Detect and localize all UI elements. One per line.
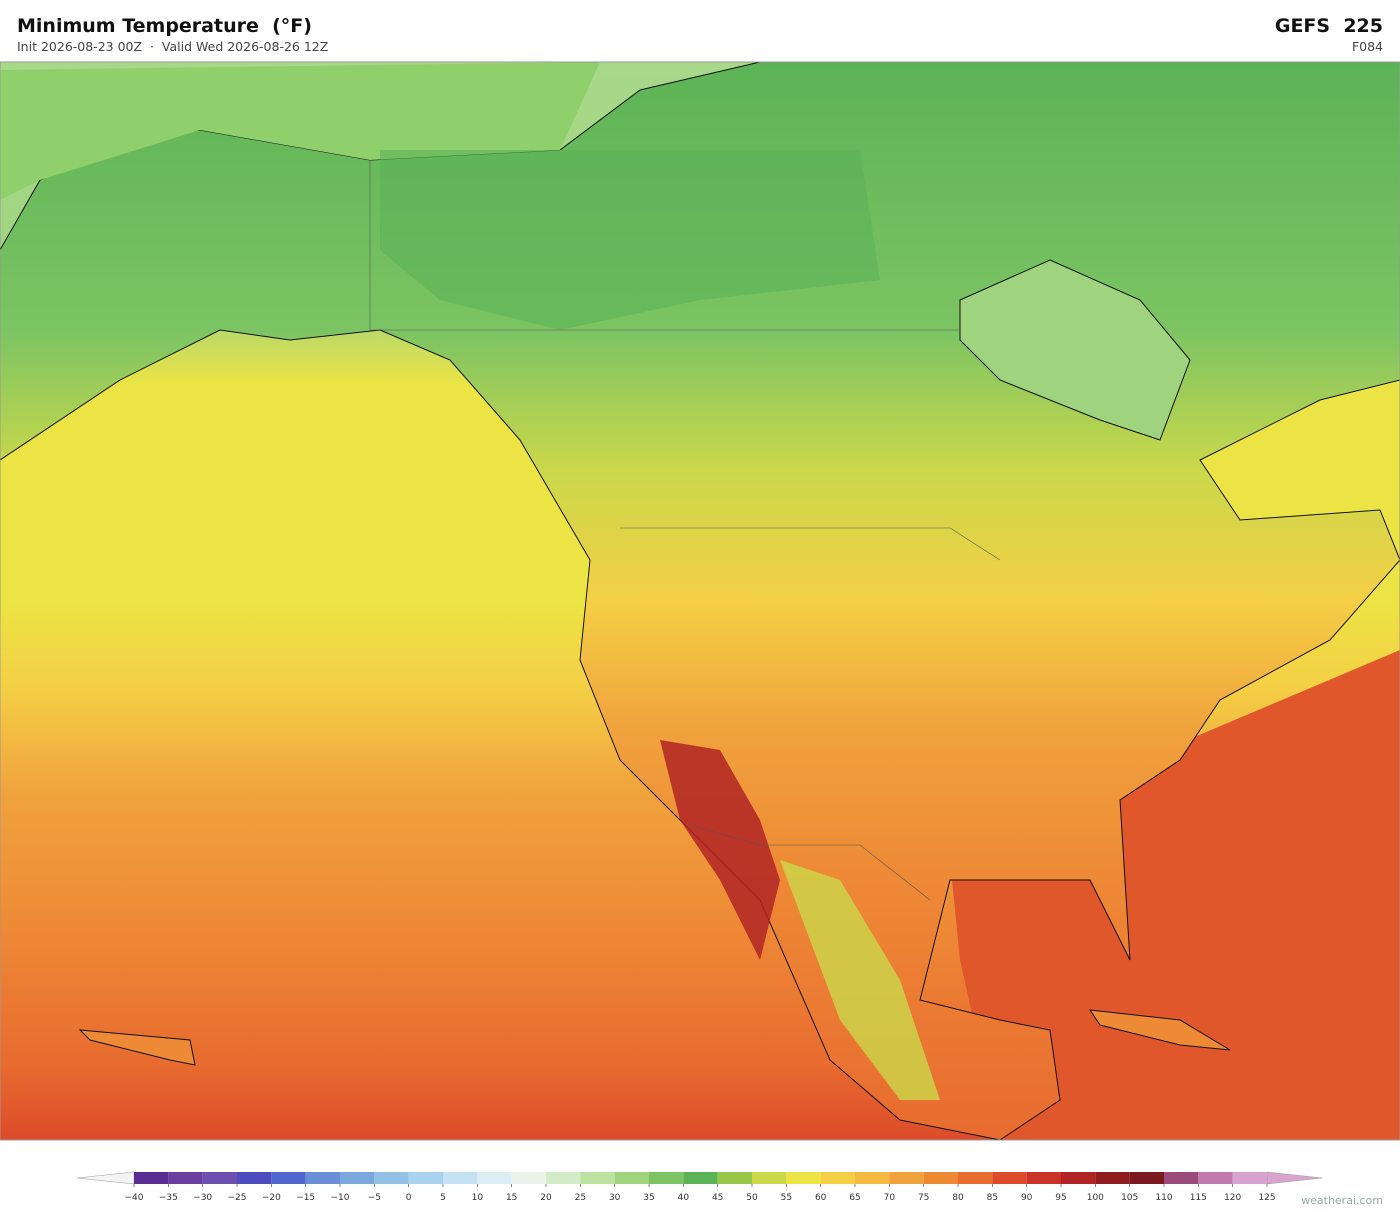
color-swatch [752, 1172, 787, 1184]
tick-label: 40 [678, 1193, 690, 1203]
color-swatch [134, 1172, 169, 1184]
color-swatch [305, 1172, 340, 1184]
color-swatch [1061, 1172, 1096, 1184]
color-swatch [1095, 1172, 1130, 1184]
color-swatch [168, 1172, 203, 1184]
tick-label: −15 [296, 1193, 315, 1203]
color-swatch [958, 1172, 993, 1184]
mexico-highlands [780, 860, 940, 1100]
color-swatch [340, 1172, 375, 1184]
model-label: GEFS 225 [1274, 15, 1383, 37]
title: Minimum Temperature (°F) [17, 15, 312, 37]
tick-label: 25 [575, 1193, 586, 1203]
colorbar-over [1266, 1171, 1323, 1185]
tick-label: 95 [1055, 1193, 1066, 1203]
color-swatch [1232, 1172, 1267, 1184]
color-swatch [1026, 1172, 1061, 1184]
tick-label: 15 [506, 1193, 517, 1203]
tick-label: 120 [1224, 1193, 1241, 1203]
tick-label: −5 [368, 1193, 381, 1203]
tick-label: −40 [125, 1193, 144, 1203]
color-swatch [786, 1172, 821, 1184]
color-swatch [546, 1172, 581, 1184]
hudson-bay [959, 259, 1191, 441]
tick-label: 90 [1021, 1193, 1033, 1203]
color-swatch [580, 1172, 615, 1184]
tick-label: −30 [193, 1193, 212, 1203]
color-swatch [923, 1172, 958, 1184]
tick-label: 60 [815, 1193, 827, 1203]
borders [369, 160, 1001, 901]
tick-label: 20 [540, 1193, 552, 1203]
tick-label: 65 [849, 1193, 860, 1203]
tick-label: 75 [918, 1193, 929, 1203]
color-swatch [443, 1172, 478, 1184]
tick-label: −25 [228, 1193, 247, 1203]
color-swatch [820, 1172, 855, 1184]
colorbar-under [76, 1171, 135, 1185]
subtitle: Init 2026-08-23 00Z · Valid Wed 2026-08-… [17, 39, 329, 54]
color-swatch [649, 1172, 684, 1184]
forecast-hour: F084 [1351, 39, 1383, 54]
color-swatch [374, 1172, 409, 1184]
tick-label: 70 [884, 1193, 896, 1203]
tick-label: 125 [1258, 1193, 1275, 1203]
color-swatch [511, 1172, 546, 1184]
tick-label: 115 [1190, 1193, 1207, 1203]
hawaii [78, 1029, 196, 1066]
color-swatch [237, 1172, 272, 1184]
tick-label: −20 [262, 1193, 281, 1203]
arctic-ocean [0, 62, 600, 200]
tick-label: 35 [643, 1193, 654, 1203]
tick-label: 100 [1087, 1193, 1104, 1203]
tick-label: 0 [406, 1193, 412, 1203]
color-swatch [683, 1172, 718, 1184]
color-swatch [855, 1172, 890, 1184]
cuba [1088, 1009, 1231, 1051]
color-swatch [614, 1172, 649, 1184]
tick-label: 55 [781, 1193, 792, 1203]
color-swatch [202, 1172, 237, 1184]
tick-label: 110 [1155, 1193, 1172, 1203]
color-swatch [271, 1172, 306, 1184]
northern-cool [380, 150, 880, 330]
color-swatch [992, 1172, 1027, 1184]
color-swatch [1164, 1172, 1199, 1184]
tick-label: −10 [331, 1193, 350, 1203]
tick-label: 45 [712, 1193, 723, 1203]
tick-label: 50 [746, 1193, 758, 1203]
map-frame [0, 61, 1400, 1141]
watermark: weatherai.com [1301, 1194, 1383, 1207]
tick-label: 105 [1121, 1193, 1138, 1203]
color-swatch [717, 1172, 752, 1184]
color-swatch [1129, 1172, 1164, 1184]
map [0, 61, 1400, 1141]
tick-label: 30 [609, 1193, 621, 1203]
tick-label: −35 [159, 1193, 178, 1203]
color-swatch [408, 1172, 443, 1184]
color-swatch [889, 1172, 924, 1184]
tick-label: 10 [472, 1193, 484, 1203]
tick-label: 5 [440, 1193, 446, 1203]
tick-label: 80 [952, 1193, 964, 1203]
tick-label: 85 [987, 1193, 998, 1203]
color-swatch [477, 1172, 512, 1184]
desert-heat [660, 740, 780, 960]
color-swatch [1198, 1172, 1233, 1184]
